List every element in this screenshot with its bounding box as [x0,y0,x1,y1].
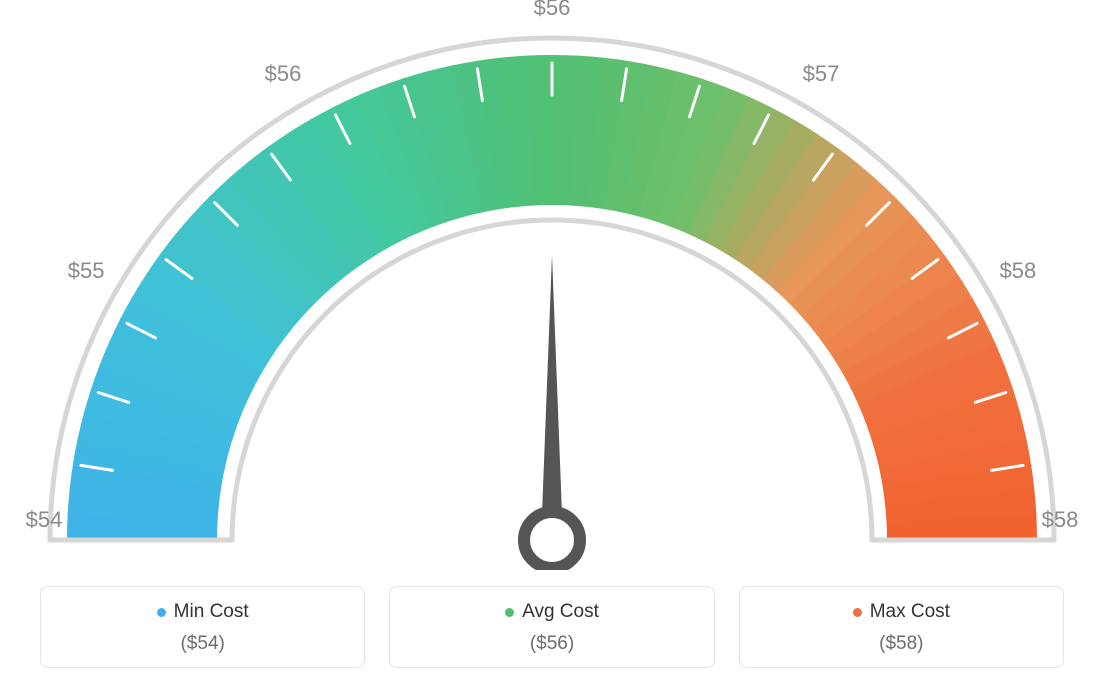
gauge-tick-label: $54 [26,507,63,533]
gauge-chart: $54 $55 $56 $56 $57 $58 $58 [0,0,1104,570]
legend-value-max: ($58) [750,633,1053,655]
gauge-tick-label: $57 [803,61,840,87]
gauge-tick-label: $56 [265,61,302,87]
dot-icon [853,608,862,617]
legend-value-avg: ($56) [400,633,703,655]
gauge-tick-label: $55 [68,258,105,284]
gauge-tick-label: $58 [1000,258,1037,284]
legend-card-avg: Avg Cost ($56) [389,586,714,668]
legend-card-min: Min Cost ($54) [40,586,365,668]
legend-title-max: Max Cost [853,601,950,623]
gauge-tick-label: $56 [534,0,571,21]
legend-title-min: Min Cost [157,601,249,623]
legend-card-max: Max Cost ($58) [739,586,1064,668]
legend-label: Max Cost [870,601,950,623]
legend-title-avg: Avg Cost [505,601,599,623]
legend-label: Avg Cost [522,601,599,623]
legend-value-min: ($54) [51,633,354,655]
legend-label: Min Cost [174,601,249,623]
gauge-svg [0,0,1104,570]
dot-icon [505,608,514,617]
legend-row: Min Cost ($54) Avg Cost ($56) Max Cost (… [40,586,1064,668]
gauge-tick-label: $58 [1042,507,1079,533]
dot-icon [157,608,166,617]
